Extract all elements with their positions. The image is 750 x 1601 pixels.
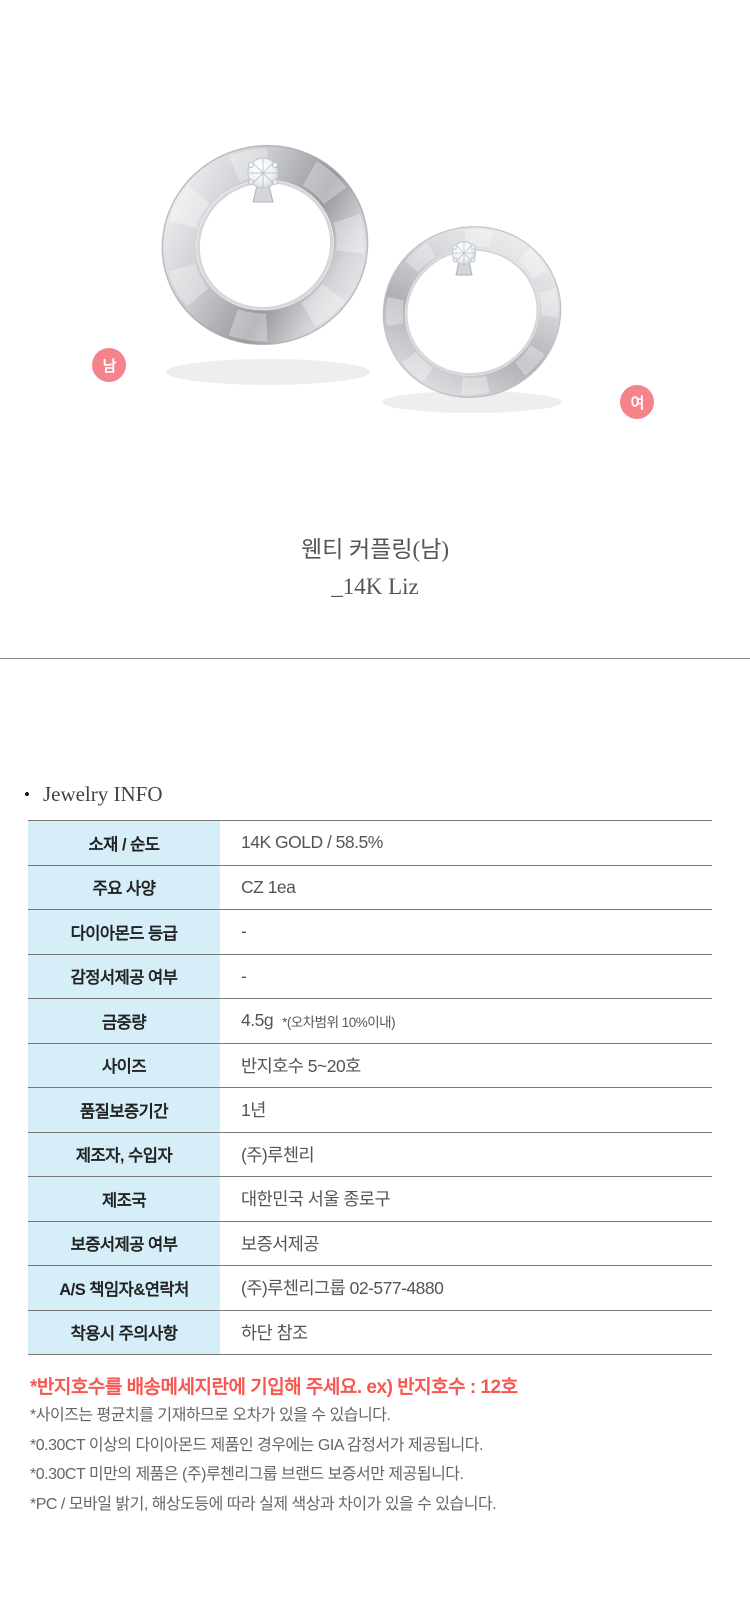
spec-row-main-spec: 주요 사양 CZ 1ea <box>28 864 712 909</box>
spec-row-manufacturer: 제조자, 수입자 (주)루첸리 <box>28 1131 712 1176</box>
spec-row-size: 사이즈 반지호수 5~20호 <box>28 1042 712 1087</box>
diamond-female <box>452 241 476 276</box>
spec-value: (주)루첸리 <box>241 1144 315 1165</box>
spec-label: 착용시 주의사항 <box>28 1310 220 1354</box>
spec-value-note: *(오차범위 10%이내) <box>282 1014 396 1030</box>
footnote-size: *사이즈는 평균치를 기재하므로 오차가 있을 수 있습니다. <box>30 1407 391 1424</box>
spec-value: (주)루첸리그룹 02-577-4880 <box>241 1278 444 1299</box>
spec-label: 제조자, 수입자 <box>28 1132 220 1176</box>
spec-label: 보증서제공 여부 <box>28 1221 220 1265</box>
spec-label: 금중량 <box>28 999 220 1043</box>
badge-female: 여 <box>620 385 654 419</box>
spec-label: 다이아몬드 등급 <box>28 910 220 954</box>
spec-row-warranty-period: 품질보증기간 1년 <box>28 1087 712 1132</box>
footnote-gia: *0.30CT 이상의 다이아몬드 제품인 경우에는 GIA 감정서가 제공됩니… <box>30 1436 483 1454</box>
spec-label: 소재 / 순도 <box>28 821 220 865</box>
jewelry-info-heading: • Jewelry INFO <box>24 782 163 807</box>
product-title-line2: _14K Liz <box>331 574 419 599</box>
spec-row-as-contact: A/S 책임자&연락처 (주)루첸리그룹 02-577-4880 <box>28 1265 712 1310</box>
spec-row-material: 소재 / 순도 14K GOLD / 58.5% <box>28 820 712 865</box>
spec-row-diamond-grade: 다이아몬드 등급 - <box>28 909 712 954</box>
product-title: 웬티 커플링(남) _14K Liz <box>0 531 750 605</box>
spec-row-certificate: 감정서제공 여부 - <box>28 953 712 998</box>
spec-value: 1년 <box>241 1100 266 1121</box>
jewelry-info-label: Jewelry INFO <box>42 782 163 806</box>
product-title-line1: 웬티 커플링(남) <box>300 537 450 562</box>
spec-value: 하단 참조 <box>241 1322 308 1343</box>
spec-label: A/S 책임자&연락처 <box>28 1266 220 1310</box>
spec-value: - <box>241 965 247 986</box>
notice-ring-size: *반지호수를 배송메세지란에 기입해 주세요. ex) 반지호수 : 12호 <box>30 1377 518 1398</box>
spec-table: 소재 / 순도 14K GOLD / 58.5% 주요 사양 CZ 1ea 다이… <box>28 820 712 1355</box>
couple-rings-image <box>161 144 562 413</box>
spec-value-main: 4.5g <box>241 1010 274 1031</box>
spec-label: 품질보증기간 <box>28 1088 220 1132</box>
spec-row-gold-weight: 금중량 4.5g *(오차범위 10%이내) <box>28 998 712 1043</box>
spec-label: 감정서제공 여부 <box>28 954 220 998</box>
section-divider <box>0 658 750 659</box>
spec-value: 14K GOLD / 58.5% <box>241 832 383 853</box>
badge-male: 남 <box>92 348 126 382</box>
diamond-male <box>247 157 279 203</box>
bullet-icon: • <box>24 785 30 804</box>
footnote-brand-warranty: *0.30CT 미만의 제품은 (주)루첸리그룹 브랜드 보증서만 제공됩니다. <box>30 1466 464 1483</box>
spec-value: CZ 1ea <box>241 876 296 897</box>
spec-row-warranty-doc: 보증서제공 여부 보증서제공 <box>28 1220 712 1265</box>
footnotes: *사이즈는 평균치를 기재하므로 오차가 있을 수 있습니다. *0.30CT … <box>30 1405 730 1523</box>
spec-row-country: 제조국 대한민국 서울 종로구 <box>28 1176 712 1221</box>
footnote-color-difference: *PC / 모바일 밝기, 해상도등에 따라 실제 색상과 차이가 있을 수 있… <box>30 1495 497 1513</box>
spec-value: 보증서제공 <box>241 1233 320 1254</box>
spec-label: 제조국 <box>28 1177 220 1221</box>
spec-label: 사이즈 <box>28 1043 220 1087</box>
spec-value: 반지호수 5~20호 <box>241 1055 361 1076</box>
spec-value: - <box>241 921 247 942</box>
spec-row-caution: 착용시 주의사항 하단 참조 <box>28 1309 712 1354</box>
spec-label: 주요 사양 <box>28 865 220 909</box>
spec-value: 대한민국 서울 종로구 <box>241 1189 391 1210</box>
spec-value: 4.5g *(오차범위 10%이내) <box>220 999 712 1043</box>
product-photo: 남 여 <box>0 100 750 440</box>
